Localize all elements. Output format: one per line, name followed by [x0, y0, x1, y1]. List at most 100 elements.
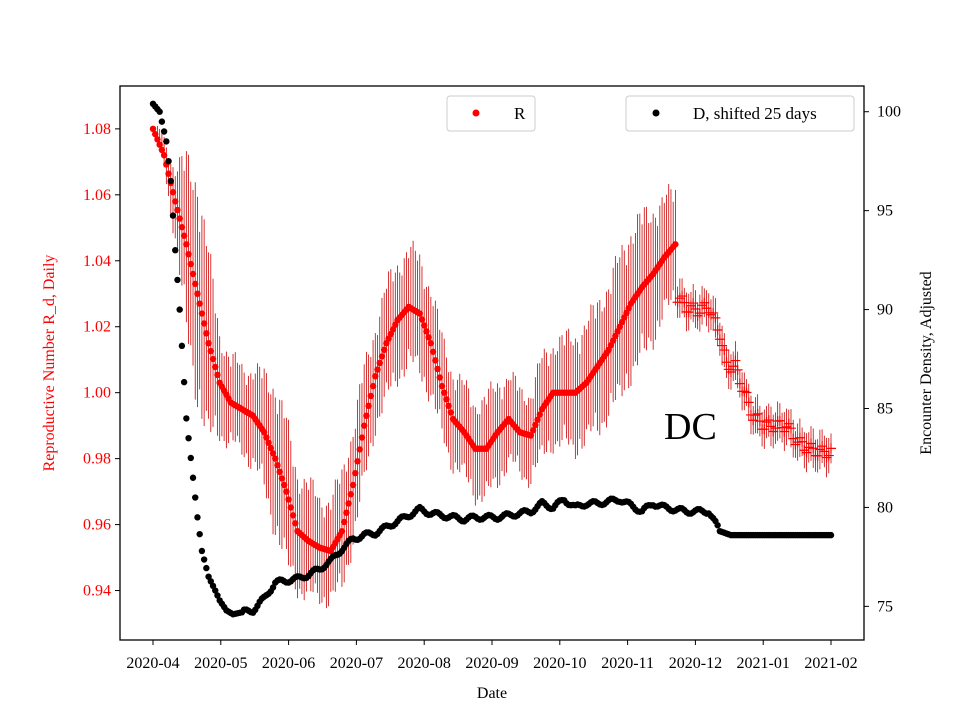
r-plus-point [774, 415, 785, 426]
r-plus-point [683, 307, 694, 318]
r-point [380, 346, 388, 354]
r-point [285, 496, 292, 503]
r-point [278, 475, 286, 482]
d-point [187, 454, 194, 462]
r-point [280, 481, 288, 489]
r-point [267, 444, 275, 452]
d-point [180, 378, 188, 386]
d-point [183, 415, 190, 422]
y-right-tick-label: 90 [877, 302, 893, 319]
r-plus-point [734, 378, 745, 389]
r-point [272, 455, 279, 462]
d-point [196, 530, 203, 538]
r-point [376, 359, 383, 367]
r-point [343, 509, 350, 516]
legend-d-marker [652, 109, 660, 117]
y-left-tick-label: 0.94 [83, 583, 111, 600]
r-point [183, 241, 190, 248]
x-tick-label: 2021-01 [737, 655, 790, 672]
d-point [158, 118, 166, 125]
r-plus-point [794, 432, 805, 443]
y-right-tick-label: 95 [877, 203, 893, 220]
d-series [149, 100, 835, 618]
r-plus-point [708, 307, 719, 318]
x-tick-label: 2020-09 [465, 655, 518, 672]
r-plus-point [712, 324, 723, 335]
r-point [338, 527, 346, 535]
r-plus-point [692, 310, 703, 321]
y-axis-right: 75 80 85 90 95 100 [864, 104, 901, 615]
r-point [443, 396, 450, 403]
d-point [827, 531, 835, 539]
r-point [434, 365, 441, 373]
r-point [360, 422, 368, 429]
r-point [260, 429, 268, 436]
r-point [158, 146, 166, 154]
r-plus-point [783, 418, 794, 429]
r-point [209, 355, 217, 363]
d-point [169, 212, 177, 219]
r-point [354, 458, 361, 465]
r-plus-point [812, 450, 823, 461]
r-plus-point [710, 312, 721, 323]
r-point [292, 520, 299, 527]
x-tick-label: 2020-04 [126, 655, 179, 672]
r-plus-point [808, 443, 819, 454]
r-point [265, 439, 272, 447]
r-plus-point [750, 410, 761, 421]
r-point [438, 382, 446, 390]
r-plus-point [739, 386, 750, 397]
r-point [212, 363, 219, 371]
y-left-tick-label: 1.08 [83, 121, 111, 138]
r-point [534, 416, 541, 423]
r-plus-point [779, 426, 790, 437]
d-point [172, 247, 179, 254]
r-point [340, 518, 348, 526]
r-point [365, 402, 372, 410]
y-right-tick-label: 80 [877, 499, 893, 516]
r-point [423, 328, 430, 335]
r-point [192, 280, 199, 288]
d-point [194, 514, 201, 521]
r-point [447, 409, 455, 416]
legend-d-label: D, shifted 25 days [693, 104, 817, 123]
r-point [363, 412, 370, 419]
d-point [160, 128, 168, 135]
r-plus-point [677, 291, 688, 302]
r-plus-point [785, 423, 796, 434]
r-point [527, 432, 535, 439]
r-point [372, 372, 379, 380]
r-point [174, 206, 181, 214]
legend-r: R [446, 95, 536, 132]
r-series [149, 125, 679, 555]
x-tick-label: 2020-08 [398, 655, 451, 672]
x-axis: 2020-04 2020-05 2020-06 2020-07 2020-08 2020-… [126, 640, 858, 672]
y-right-tick-label: 85 [877, 401, 893, 418]
r-point [269, 450, 277, 457]
d-point [198, 547, 206, 555]
y-right-tick-label: 75 [877, 598, 893, 615]
r-point [356, 446, 363, 453]
r-point [203, 330, 210, 337]
d-point [203, 564, 210, 572]
d-point [200, 556, 208, 563]
r-plus-point [725, 367, 736, 378]
d-point [165, 157, 172, 165]
r-plus-point [701, 303, 712, 314]
r-point [180, 232, 188, 239]
r-point [345, 500, 352, 507]
r-point [154, 136, 161, 143]
r-point [185, 250, 192, 258]
y-left-tick-label: 0.96 [83, 517, 111, 534]
r-plus-point [743, 397, 754, 408]
r-point [200, 320, 208, 327]
d-point [156, 108, 163, 115]
r-plus-point [741, 387, 752, 398]
r-plus-point [803, 442, 814, 453]
r-point [289, 512, 297, 519]
r-point [367, 392, 375, 400]
d-point [714, 522, 721, 529]
r-plus-point [765, 421, 776, 432]
x-tick-label: 2021-02 [804, 655, 857, 672]
